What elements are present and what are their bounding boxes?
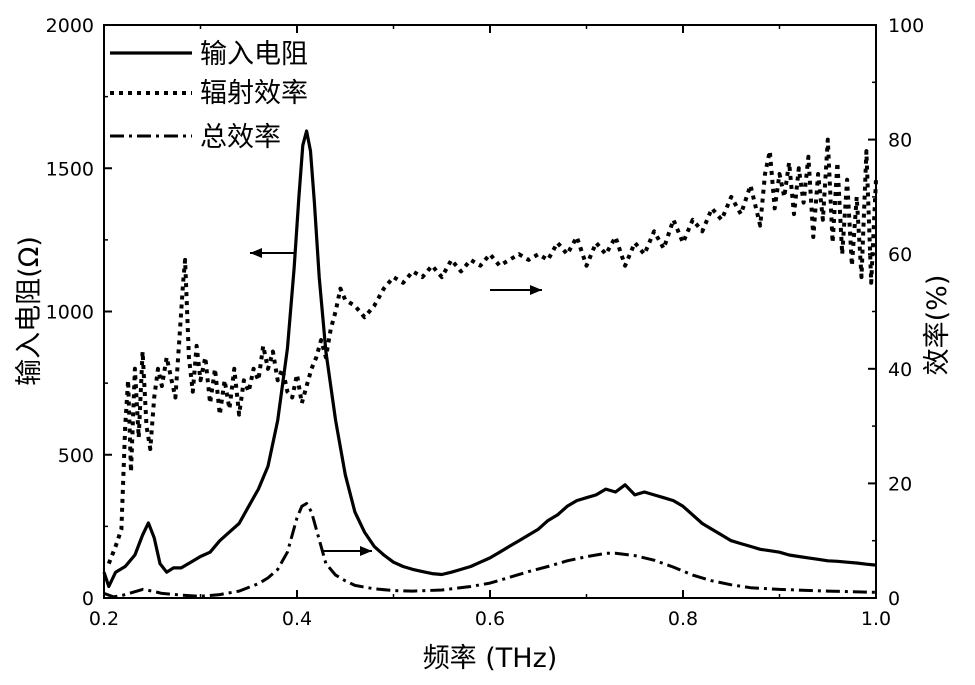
annotations-layer bbox=[250, 248, 542, 556]
series-input-resistance bbox=[102, 129, 877, 589]
y-right-tick-label: 40 bbox=[888, 359, 912, 381]
y-left-tick-label: 1000 bbox=[46, 302, 94, 324]
y-right-tick-label: 0 bbox=[888, 588, 900, 610]
y-left-tick-label: 500 bbox=[58, 445, 94, 467]
arrow-left-axis bbox=[250, 248, 296, 258]
legend-label-total-efficiency: 总效率 bbox=[200, 122, 281, 153]
y-right-axis-title: 效率(%) bbox=[922, 275, 953, 376]
y-right-tick-label: 20 bbox=[888, 473, 912, 495]
x-axis-title: 频率 (THz) bbox=[423, 643, 558, 674]
x-tick-label: 0.8 bbox=[668, 608, 698, 630]
series-layer bbox=[102, 129, 878, 599]
y-left-tick-label: 0 bbox=[82, 588, 94, 610]
y-left-axis-title: 输入电阻(Ω) bbox=[14, 236, 45, 386]
ticks-layer: 0.2 0.4 0.6 0.8 1.00500100015002000020406080… bbox=[46, 15, 925, 630]
x-tick-label: 0.4 bbox=[282, 608, 312, 630]
x-tick-label: 0.6 bbox=[475, 608, 505, 630]
series-total-efficiency bbox=[103, 502, 877, 599]
y-right-tick-label: 100 bbox=[888, 15, 924, 37]
arrow-right-axis-radiation bbox=[490, 285, 542, 295]
x-tick-label: 0.2 bbox=[89, 608, 119, 630]
y-right-tick-label: 80 bbox=[888, 130, 912, 152]
x-tick-label: 1.0 bbox=[861, 608, 891, 630]
series-radiation-efficiency bbox=[106, 137, 878, 565]
y-left-tick-label: 1500 bbox=[46, 158, 94, 180]
arrow-right-axis-total bbox=[322, 546, 372, 556]
legend: 输入电阻 辐射效率 总效率 bbox=[110, 39, 308, 153]
y-left-tick-label: 2000 bbox=[46, 15, 94, 37]
legend-label-input-resistance: 输入电阻 bbox=[200, 39, 308, 70]
y-right-tick-label: 60 bbox=[888, 244, 912, 266]
legend-label-radiation-efficiency: 辐射效率 bbox=[200, 78, 308, 109]
